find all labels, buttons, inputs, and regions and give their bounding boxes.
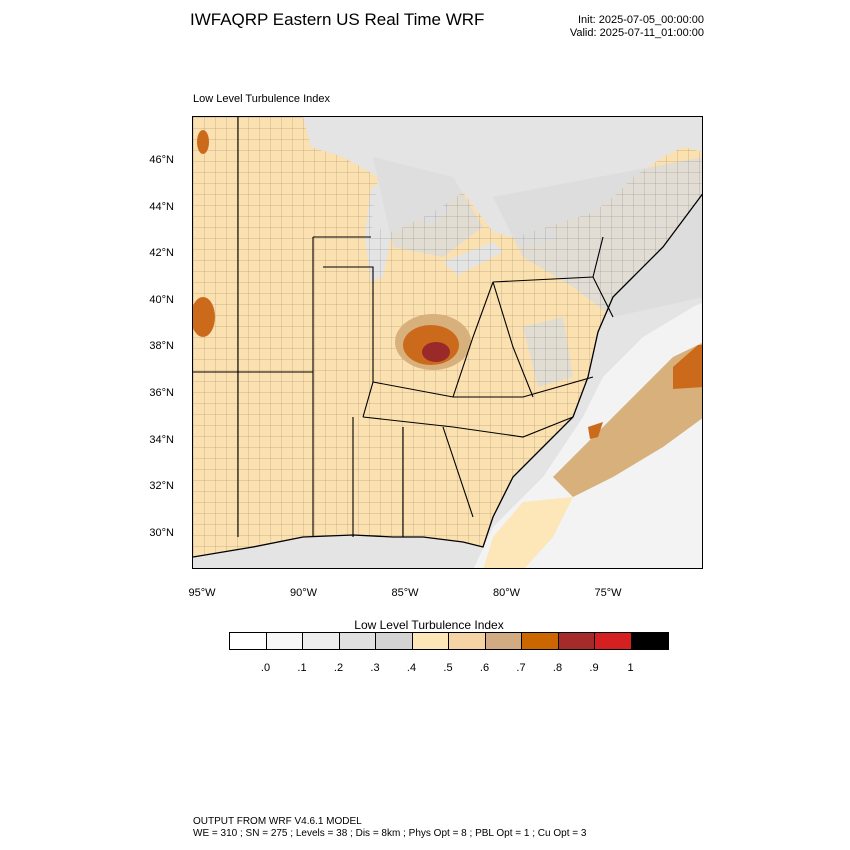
colorbar-tick-label: .6: [479, 662, 490, 674]
orange-region-northwest: [197, 130, 209, 154]
light-band-coast: [483, 497, 573, 568]
latitude-label: 38°N: [149, 340, 174, 353]
colorbar-cell: [558, 633, 595, 649]
map-subtitle: Low Level Turbulence Index: [193, 93, 330, 105]
model-info-line1: OUTPUT FROM WRF V4.6.1 MODEL: [193, 816, 362, 827]
colorbar-cell: [412, 633, 449, 649]
colorbar-tick-label: .2: [333, 662, 344, 674]
colorbar-title: Low Level Turbulence Index: [354, 618, 504, 632]
state-boundaries: [193, 117, 614, 537]
colorbar-cell: [485, 633, 522, 649]
latitude-label: 44°N: [149, 200, 174, 213]
colorbar-tick-label: .1: [297, 662, 307, 674]
colorbar-tick-label: .4: [406, 662, 417, 674]
colorbar-cell: [595, 633, 632, 649]
latitude-label: 46°N: [149, 154, 174, 166]
map-svg: [193, 117, 702, 568]
lake-superior: [303, 117, 393, 152]
coastline: [193, 193, 702, 558]
colorbar-tick-label: .9: [589, 662, 599, 674]
latitude-label: 34°N: [149, 433, 174, 446]
colorbar-tick-label: .8: [552, 662, 563, 674]
colorbar: [229, 632, 669, 650]
longitude-label: 85°W: [391, 587, 419, 599]
longitude-label: 90°W: [289, 587, 318, 599]
map-panel: [192, 116, 703, 569]
colorbar-tick-label: .0: [260, 662, 271, 674]
colorbar-tick-label: 1: [627, 662, 634, 674]
colorbar-tick-label: .5: [443, 662, 453, 674]
valid-time: Valid: 2025-07-11_01:00:00: [569, 27, 704, 39]
model-info-line2: WE = 310 ; SN = 275 ; Levels = 38 ; Dis …: [193, 828, 587, 839]
colorbar-tick-label: .3: [370, 662, 380, 674]
orange-region-west: [193, 297, 215, 337]
longitude-label: 75°W: [594, 587, 622, 599]
colorbar-cell: [449, 633, 486, 649]
colorbar-cell: [303, 633, 340, 649]
colorbar-cell: [230, 633, 267, 649]
longitude-label: 95°W: [188, 587, 216, 599]
dark-red-core: [422, 342, 450, 362]
latitude-label: 42°N: [149, 247, 174, 260]
colorbar-cell: [522, 633, 559, 649]
latitude-label: 36°N: [149, 387, 174, 399]
colorbar-cell: [376, 633, 413, 649]
colorbar-cell: [266, 633, 303, 649]
latitude-label: 32°N: [149, 480, 174, 493]
colorbar-cell: [631, 633, 668, 649]
longitude-label: 80°W: [492, 587, 521, 599]
colorbar-tick-label: .7: [516, 662, 526, 674]
orange-region-offshore: [673, 345, 702, 389]
orange-spot-carolina: [588, 422, 603, 439]
latitude-label: 30°N: [149, 526, 174, 539]
init-time: Init: 2025-07-05_00:00:00: [578, 14, 704, 26]
tan-region-offshore: [553, 342, 702, 497]
run-times: Init: 2025-07-05_00:00:00 Valid: 2025-07…: [570, 14, 704, 40]
colorbar-cell: [339, 633, 376, 649]
latitude-label: 40°N: [149, 293, 174, 306]
model-info: OUTPUT FROM WRF V4.6.1 MODEL WE = 310 ; …: [193, 816, 586, 840]
plot-title: IWFAQRP Eastern US Real Time WRF: [190, 10, 485, 29]
